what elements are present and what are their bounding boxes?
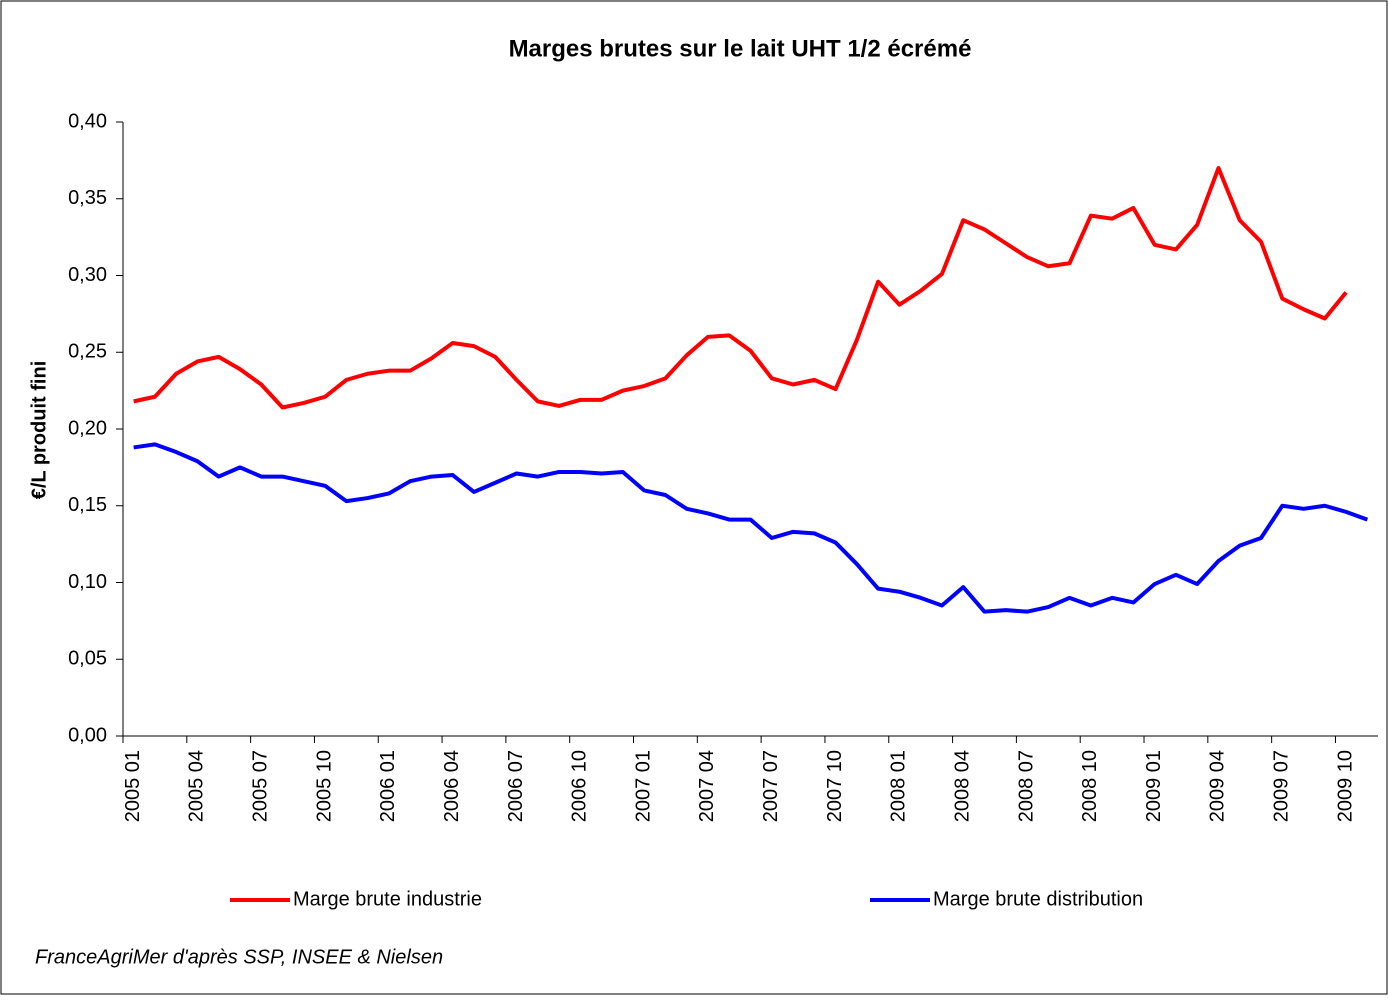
x-tick-label: 2005 01 [122,750,144,822]
legend-label: Marge brute industrie [293,888,482,910]
x-tick-label: 2007 01 [632,750,654,822]
y-tick-label: 0,25 [68,341,107,363]
y-tick-label: 0,00 [68,724,107,746]
x-tick-label: 2007 07 [760,750,782,822]
series-line [133,166,1348,410]
x-tick-label: 2008 01 [888,750,910,822]
y-tick-label: 0,05 [68,648,107,670]
legend-label: Marge brute distribution [933,888,1143,910]
series-line [133,442,1369,614]
y-axis-label: €/L produit fini [28,361,50,500]
chart-title: Marges brutes sur le lait UHT 1/2 écrémé [509,35,972,62]
x-tick-label: 2009 07 [1271,750,1293,822]
y-tick-label: 0,35 [68,187,107,209]
x-tick-label: 2006 04 [441,750,463,822]
x-tick-label: 2005 04 [186,750,208,822]
x-tick-label: 2009 10 [1334,750,1356,822]
y-tick-label: 0,40 [68,110,107,132]
x-tick-label: 2009 01 [1143,750,1165,822]
x-tick-label: 2006 01 [377,750,399,822]
source-note: FranceAgriMer d'après SSP, INSEE & Niels… [35,946,443,968]
x-tick-label: 2007 10 [824,750,846,822]
x-tick-label: 2005 07 [250,750,272,822]
x-tick-label: 2008 04 [951,750,973,822]
x-tick-label: 2008 07 [1015,750,1037,822]
x-tick-label: 2009 04 [1207,750,1229,822]
x-tick-label: 2006 10 [569,750,591,822]
x-tick-label: 2008 10 [1079,750,1101,822]
y-tick-label: 0,30 [68,264,107,286]
y-tick-label: 0,20 [68,417,107,439]
x-tick-label: 2007 04 [696,750,718,822]
y-tick-label: 0,10 [68,571,107,593]
y-tick-label: 0,15 [68,494,107,516]
x-tick-label: 2005 10 [313,750,335,822]
x-tick-label: 2006 07 [505,750,527,822]
